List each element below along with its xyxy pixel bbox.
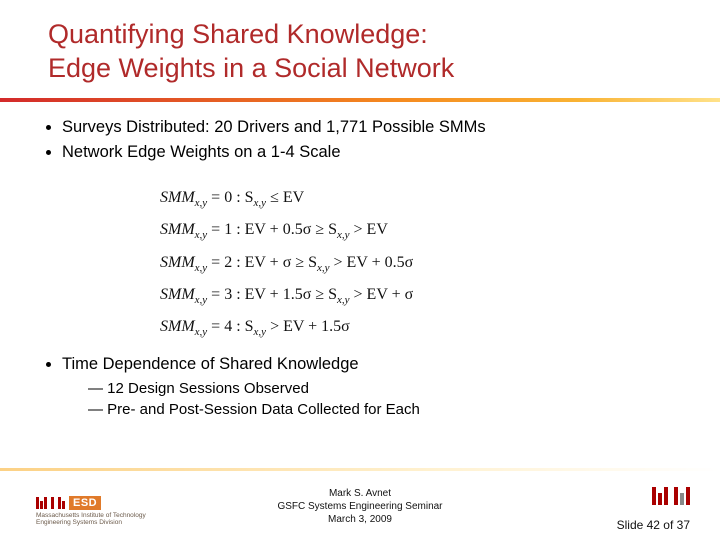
footer-date: March 3, 2009 — [328, 514, 392, 525]
bullet-2: Network Edge Weights on a 1-4 Scale — [62, 141, 680, 164]
title-line-2: Edge Weights in a Social Network — [48, 53, 454, 83]
bullet-3: Time Dependence of Shared Knowledge 12 D… — [62, 353, 680, 420]
slide-body: Surveys Distributed: 20 Drivers and 1,77… — [40, 116, 680, 422]
bullet-3b: Pre- and Post-Session Data Collected for… — [88, 399, 680, 420]
title-divider — [0, 98, 720, 102]
title-line-1: Quantifying Shared Knowledge: — [48, 19, 428, 49]
bullet-list-2: Time Dependence of Shared Knowledge 12 D… — [40, 353, 680, 420]
mit-logo-right — [652, 487, 690, 510]
slide-title: Quantifying Shared Knowledge: Edge Weigh… — [48, 18, 668, 86]
eq-row-0: SMMx,y = 0 : Sx,y ≤ EV — [160, 182, 680, 214]
eq-row-3: SMMx,y = 3 : EV + 1.5σ ≥ Sx,y > EV + σ — [160, 279, 680, 311]
slide: Quantifying Shared Knowledge: Edge Weigh… — [0, 0, 720, 540]
sub-bullet-list: 12 Design Sessions Observed Pre- and Pos… — [62, 378, 680, 420]
footer-divider — [0, 468, 720, 471]
mit-bars-icon — [652, 487, 690, 505]
footer-venue: GSFC Systems Engineering Seminar — [277, 501, 442, 512]
eq-row-2: SMMx,y = 2 : EV + σ ≥ Sx,y > EV + 0.5σ — [160, 247, 680, 279]
footer: ESD Massachusetts Institute of Technolog… — [0, 480, 720, 540]
footer-author: Mark S. Avnet — [329, 488, 391, 499]
equation-block: SMMx,y = 0 : Sx,y ≤ EV SMMx,y = 1 : EV +… — [160, 182, 680, 343]
eq-row-1: SMMx,y = 1 : EV + 0.5σ ≥ Sx,y > EV — [160, 214, 680, 246]
bullet-3a: 12 Design Sessions Observed — [88, 378, 680, 399]
bullet-1: Surveys Distributed: 20 Drivers and 1,77… — [62, 116, 680, 139]
slide-number: Slide 42 of 37 — [617, 518, 690, 532]
eq-row-4: SMMx,y = 4 : Sx,y > EV + 1.5σ — [160, 311, 680, 343]
bullet-3-text: Time Dependence of Shared Knowledge — [62, 355, 359, 373]
bullet-list: Surveys Distributed: 20 Drivers and 1,77… — [40, 116, 680, 164]
footer-center: Mark S. Avnet GSFC Systems Engineering S… — [0, 487, 720, 526]
